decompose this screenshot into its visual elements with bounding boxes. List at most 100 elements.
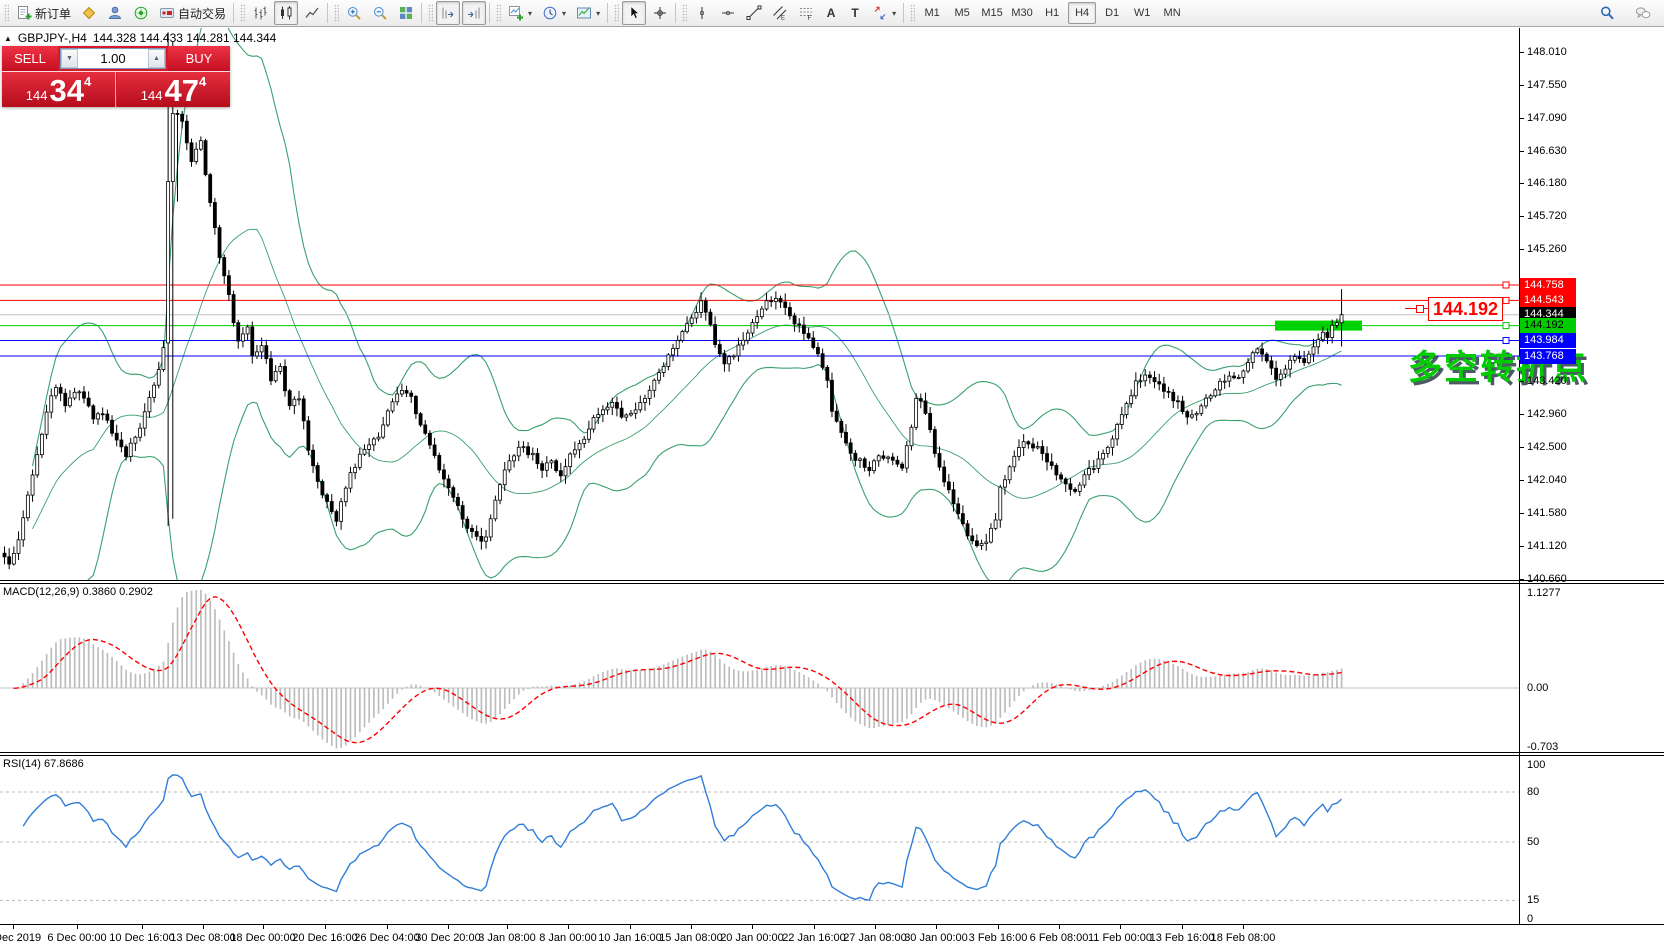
navigator-button[interactable] (129, 1, 153, 25)
timeframe-m5[interactable]: M5 (954, 7, 970, 19)
timeframe-mn[interactable]: MN (1163, 7, 1181, 19)
timeframe-m30[interactable]: M30 (1011, 7, 1033, 19)
buy-button[interactable]: BUY (168, 46, 230, 71)
crosshair-button[interactable] (648, 1, 672, 25)
time-axis-label: 3 Jan 08:00 (478, 932, 536, 944)
new-order-button-label: 新订单 (35, 6, 72, 21)
fibonacci-button[interactable]: F (794, 1, 818, 25)
search-button[interactable] (1595, 1, 1619, 25)
text-button[interactable]: A (820, 1, 842, 25)
timeframe-d1[interactable]: D1 (1105, 7, 1120, 19)
auto-scroll-button[interactable] (436, 1, 461, 25)
toolbar-group-handle[interactable] (4, 4, 9, 22)
toolbar-group-handle[interactable] (240, 4, 246, 22)
timeframe-h4[interactable]: H4 (1068, 2, 1097, 24)
chart-shift-icon (468, 7, 480, 19)
sell-price-pips: 34 (49, 73, 84, 108)
text-label-button-glyph: T (851, 6, 859, 20)
crosshair-icon (654, 7, 667, 19)
tile-windows-button[interactable] (394, 1, 418, 25)
text-button-glyph: A (826, 6, 836, 20)
new-order-button[interactable]: 新订单 (12, 1, 75, 25)
indicators-button[interactable]: ▾ (504, 1, 536, 25)
buy-price-display[interactable]: 144 47 4 (117, 72, 230, 107)
price-callout-label[interactable]: 144.192 (1428, 297, 1504, 321)
price-tick-label: 142.960 (1527, 407, 1567, 420)
horizontal-line-icon (722, 11, 735, 15)
volume-increase-button[interactable]: ▲ (148, 49, 165, 68)
pane-separator[interactable] (0, 583, 1664, 584)
toolbar-group-handle[interactable] (428, 4, 434, 22)
time-tick (1182, 925, 1183, 929)
toolbar-group-handle[interactable] (682, 4, 688, 22)
data-window-button[interactable] (103, 1, 127, 25)
timeframe-m1[interactable]: M1 (924, 7, 940, 19)
periods-button[interactable]: ▾ (538, 1, 570, 25)
pane-separator[interactable] (0, 755, 1664, 756)
auto-trading-button[interactable]: 自动交易 (155, 1, 230, 25)
timeframe-w1[interactable]: W1 (1133, 7, 1151, 19)
text-label-button[interactable]: T (844, 1, 866, 25)
toolbar-group-handle[interactable] (910, 4, 916, 22)
collapse-trade-panel-arrow[interactable]: ▲ (4, 33, 12, 43)
dropdown-arrow-icon[interactable]: ▾ (892, 8, 897, 18)
sell-price-fraction: 4 (83, 74, 92, 89)
time-tick (142, 925, 143, 929)
market-watch-icon (82, 6, 96, 20)
sell-price-display[interactable]: 144 34 4 (2, 72, 116, 107)
time-axis-label: 30 Jan 00:00 (904, 932, 968, 944)
cursor-button[interactable] (622, 1, 647, 25)
candle-chart-button[interactable] (274, 1, 299, 25)
rsi-pane[interactable] (0, 756, 1519, 922)
toolbar-group-handle[interactable] (496, 4, 502, 22)
vertical-line-button[interactable] (690, 1, 714, 25)
bar-chart-button[interactable] (248, 1, 272, 25)
time-axis-label: 26 Dec 04:00 (354, 932, 420, 944)
templates-button[interactable]: ▾ (572, 1, 604, 25)
time-axis-label: 13 Dec 08:00 (170, 932, 236, 944)
price-tick (1519, 150, 1524, 152)
dropdown-arrow-icon[interactable]: ▾ (562, 8, 567, 18)
timeframe-h1[interactable]: H1 (1045, 7, 1060, 19)
chart-title: ▲ GBPJPY-,H4 144.328 144.433 144.281 144… (4, 31, 276, 45)
horizontal-line-button[interactable] (716, 1, 740, 25)
price-tick (1519, 215, 1524, 217)
price-tick (1519, 479, 1524, 481)
volume-input[interactable] (78, 49, 148, 68)
dropdown-arrow-icon[interactable]: ▾ (528, 8, 533, 18)
pane-separator[interactable] (0, 752, 1664, 753)
zoom-out-button[interactable] (368, 1, 392, 25)
toolbar-group-handle[interactable] (334, 4, 340, 22)
timeframe-m15[interactable]: M15 (981, 7, 1003, 19)
line-chart-button[interactable] (300, 1, 324, 25)
indicators-icon (509, 6, 524, 21)
trendline-button[interactable] (742, 1, 766, 25)
main-chart-pane[interactable] (0, 28, 1519, 580)
chart-shift-button[interactable] (462, 1, 487, 25)
level-price-label: 143.768 (1520, 348, 1576, 364)
equidistant-channel-button[interactable]: E (768, 1, 792, 25)
dropdown-arrow-icon[interactable]: ▾ (596, 8, 601, 18)
market-watch-button[interactable] (77, 1, 101, 25)
price-tick-label: 141.580 (1527, 506, 1567, 519)
toolbar-separator (607, 3, 609, 23)
time-tick (77, 925, 78, 929)
price-tick-label: 147.550 (1527, 78, 1567, 91)
toolbar-group-handle[interactable] (614, 4, 620, 22)
time-tick (998, 925, 999, 929)
tile-windows-icon (400, 7, 413, 19)
zoom-in-button[interactable] (342, 1, 366, 25)
volume-decrease-button[interactable]: ▼ (61, 49, 78, 68)
chat-button[interactable] (1631, 1, 1655, 25)
pane-separator[interactable] (0, 580, 1664, 581)
macd-axis-label: 1.1277 (1527, 587, 1561, 600)
time-axis-label: 15 Jan 08:00 (659, 932, 723, 944)
arrows-button[interactable]: ▾ (868, 1, 900, 25)
time-tick (1120, 925, 1121, 929)
macd-pane[interactable] (0, 584, 1519, 752)
sell-button[interactable]: SELL (2, 46, 58, 71)
time-tick (1059, 925, 1060, 929)
symbol-timeframe-label: GBPJPY-,H4 (17, 31, 87, 45)
price-tick-label: 145.720 (1527, 209, 1567, 222)
